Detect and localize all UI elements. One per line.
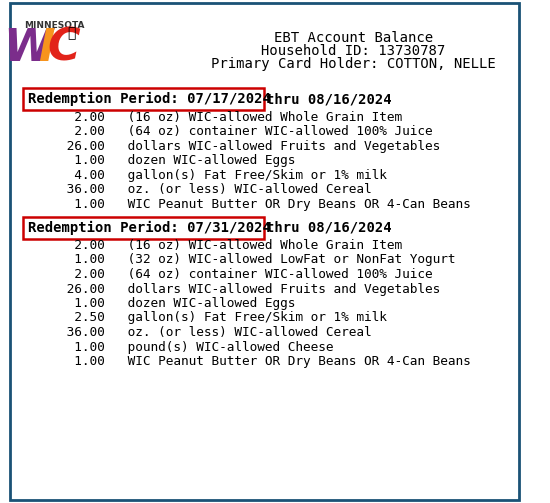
Text: 1.00   dozen WIC-allowed Eggs: 1.00 dozen WIC-allowed Eggs [59,154,295,167]
Text: 36.00   oz. (or less) WIC-allowed Cereal: 36.00 oz. (or less) WIC-allowed Cereal [59,326,372,339]
FancyBboxPatch shape [24,216,264,238]
Text: C: C [47,27,80,69]
Text: Redemption Period: 07/17/2024: Redemption Period: 07/17/2024 [28,92,271,106]
Text: 4.00   gallon(s) Fat Free/Skim or 1% milk: 4.00 gallon(s) Fat Free/Skim or 1% milk [59,169,387,182]
Text: 26.00   dollars WIC-allowed Fruits and Vegetables: 26.00 dollars WIC-allowed Fruits and Veg… [59,283,440,295]
Text: thru 08/16/2024: thru 08/16/2024 [266,92,391,106]
Text: thru 08/16/2024: thru 08/16/2024 [266,220,391,234]
Text: Redemption Period: 07/31/2024: Redemption Period: 07/31/2024 [28,220,271,234]
Text: 2.00   (16 oz) WIC-allowed Whole Grain Item: 2.00 (16 oz) WIC-allowed Whole Grain Ite… [59,111,402,124]
FancyBboxPatch shape [10,3,519,500]
Text: Primary Card Holder: COTTON, NELLE: Primary Card Holder: COTTON, NELLE [211,57,496,71]
Text: MINNESOTA: MINNESOTA [24,21,85,30]
Text: 2.00   (64 oz) container WIC-allowed 100% Juice: 2.00 (64 oz) container WIC-allowed 100% … [59,268,432,281]
Text: 1.00   WIC Peanut Butter OR Dry Beans OR 4-Can Beans: 1.00 WIC Peanut Butter OR Dry Beans OR 4… [59,198,471,210]
Text: 2.00   (16 oz) WIC-allowed Whole Grain Item: 2.00 (16 oz) WIC-allowed Whole Grain Ite… [59,239,402,252]
Text: 2.00   (64 oz) container WIC-allowed 100% Juice: 2.00 (64 oz) container WIC-allowed 100% … [59,125,432,138]
Text: 1.00   (32 oz) WIC-allowed LowFat or NonFat Yogurt: 1.00 (32 oz) WIC-allowed LowFat or NonFa… [59,254,455,267]
Text: EBT Account Balance: EBT Account Balance [274,31,433,45]
Text: 26.00   dollars WIC-allowed Fruits and Vegetables: 26.00 dollars WIC-allowed Fruits and Veg… [59,139,440,152]
Text: 36.00   oz. (or less) WIC-allowed Cereal: 36.00 oz. (or less) WIC-allowed Cereal [59,183,372,196]
Text: Household ID: 13730787: Household ID: 13730787 [261,44,446,58]
Text: 2.50   gallon(s) Fat Free/Skim or 1% milk: 2.50 gallon(s) Fat Free/Skim or 1% milk [59,311,387,324]
Text: 🌿: 🌿 [67,26,75,40]
Text: 1.00   WIC Peanut Butter OR Dry Beans OR 4-Can Beans: 1.00 WIC Peanut Butter OR Dry Beans OR 4… [59,355,471,368]
FancyBboxPatch shape [24,88,264,110]
Text: 1.00   pound(s) WIC-allowed Cheese: 1.00 pound(s) WIC-allowed Cheese [59,341,333,354]
Text: 1.00   dozen WIC-allowed Eggs: 1.00 dozen WIC-allowed Eggs [59,297,295,310]
Text: I: I [39,27,55,69]
Text: W: W [3,27,53,69]
